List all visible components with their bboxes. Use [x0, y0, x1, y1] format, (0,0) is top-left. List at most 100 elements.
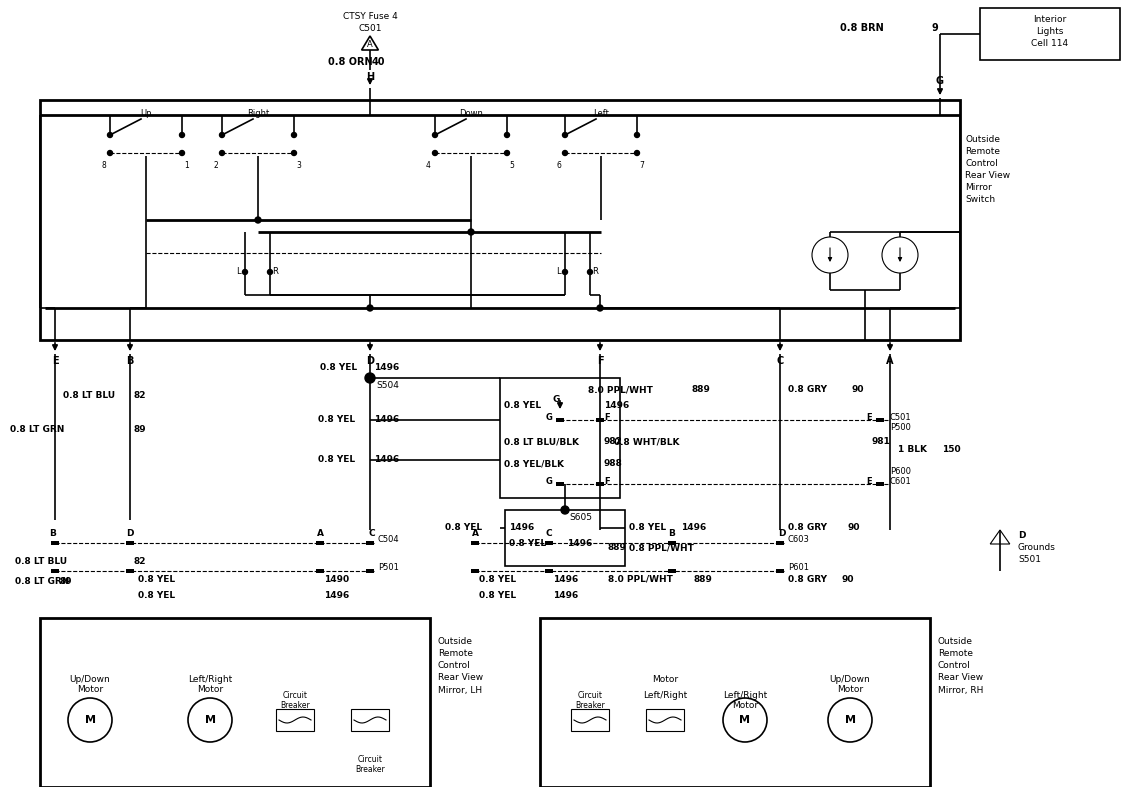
Text: 0.8 LT BLU: 0.8 LT BLU	[15, 556, 67, 566]
Text: E: E	[867, 413, 872, 423]
Circle shape	[367, 305, 373, 311]
Bar	[40, 100, 960, 340]
Text: P600: P600	[890, 467, 911, 476]
Text: 0.8 YEL: 0.8 YEL	[138, 590, 175, 600]
Text: C603: C603	[788, 534, 810, 544]
Text: Motor: Motor	[732, 700, 758, 710]
Text: P601: P601	[788, 563, 809, 571]
Text: 7: 7	[638, 161, 644, 169]
Text: M: M	[844, 715, 855, 725]
Text: Control: Control	[438, 662, 471, 671]
Text: M: M	[205, 715, 216, 725]
Bar	[40, 618, 431, 787]
Text: 8.0 PPL/WHT: 8.0 PPL/WHT	[588, 386, 653, 394]
Text: 0.8 GRY: 0.8 GRY	[788, 523, 827, 533]
Circle shape	[292, 150, 296, 156]
Text: 89: 89	[134, 426, 147, 434]
Text: G: G	[545, 478, 551, 486]
Text: C501: C501	[890, 413, 912, 423]
Text: C: C	[546, 529, 553, 538]
Text: Up/Down: Up/Down	[829, 675, 870, 685]
Bar	[668, 541, 676, 545]
Circle shape	[563, 150, 567, 156]
Text: C504: C504	[379, 534, 400, 544]
Text: 0.8 YEL: 0.8 YEL	[479, 575, 516, 583]
Bar	[876, 482, 884, 486]
Text: 0.8 YEL: 0.8 YEL	[479, 590, 516, 600]
Text: 1496: 1496	[324, 590, 349, 600]
Text: 0.8 YEL: 0.8 YEL	[508, 540, 546, 549]
Text: R: R	[272, 268, 278, 276]
Text: G: G	[936, 76, 944, 86]
Text: Cell 114: Cell 114	[1032, 39, 1069, 49]
Text: S504: S504	[376, 382, 399, 390]
Text: Circuit: Circuit	[577, 690, 602, 700]
Text: 1: 1	[184, 161, 189, 169]
Text: 90: 90	[848, 523, 861, 533]
Text: Control: Control	[965, 160, 998, 168]
Text: 0.8 LT GRN: 0.8 LT GRN	[10, 426, 64, 434]
Text: 0.8 LT BLU: 0.8 LT BLU	[63, 390, 115, 400]
Text: Up: Up	[140, 109, 151, 117]
Text: 1496: 1496	[374, 364, 399, 372]
Text: G: G	[545, 413, 551, 423]
Bar	[351, 709, 389, 731]
Text: 0.8 YEL: 0.8 YEL	[320, 364, 357, 372]
Text: 0.8 GRY: 0.8 GRY	[788, 386, 827, 394]
Text: 3: 3	[296, 161, 301, 169]
Circle shape	[597, 305, 603, 311]
Text: 0.8 WHT/BLK: 0.8 WHT/BLK	[614, 438, 679, 446]
Text: B: B	[669, 529, 676, 538]
Text: S605: S605	[570, 513, 592, 523]
Text: Left/Right: Left/Right	[723, 690, 767, 700]
Circle shape	[433, 150, 437, 156]
Text: 889: 889	[608, 544, 627, 552]
Text: D: D	[1018, 531, 1026, 541]
Bar	[540, 618, 930, 787]
Text: 0.8 GRY: 0.8 GRY	[788, 575, 827, 583]
Text: 6: 6	[556, 161, 560, 169]
Text: 0.8 LT GRN: 0.8 LT GRN	[15, 577, 69, 586]
Text: Control: Control	[938, 662, 971, 671]
Text: Left: Left	[593, 109, 609, 117]
Text: Right: Right	[246, 109, 269, 117]
Circle shape	[504, 132, 510, 138]
Text: Up/Down: Up/Down	[70, 675, 111, 685]
Text: 2: 2	[214, 161, 218, 169]
Text: Rear View: Rear View	[438, 674, 484, 682]
Text: Mirror, RH: Mirror, RH	[938, 685, 983, 694]
Bar	[366, 541, 374, 545]
Text: 1496: 1496	[681, 523, 706, 533]
Circle shape	[560, 506, 570, 514]
Circle shape	[219, 132, 225, 138]
Text: Circuit: Circuit	[357, 756, 382, 764]
Circle shape	[365, 373, 375, 383]
Circle shape	[433, 132, 437, 138]
Text: 82: 82	[134, 390, 147, 400]
Circle shape	[180, 150, 184, 156]
Bar	[545, 569, 553, 573]
Text: 889: 889	[692, 386, 711, 394]
Text: 8: 8	[102, 161, 106, 169]
Text: 0.8 YEL: 0.8 YEL	[318, 416, 355, 424]
Text: L: L	[236, 268, 241, 276]
Text: Switch: Switch	[965, 195, 996, 205]
Text: C: C	[776, 356, 783, 366]
Text: 40: 40	[372, 57, 385, 67]
Text: 0.8 PPL/WHT: 0.8 PPL/WHT	[629, 544, 694, 552]
Circle shape	[635, 150, 640, 156]
Text: Motor: Motor	[837, 685, 863, 694]
Text: C601: C601	[890, 478, 912, 486]
Text: 0.8 YEL: 0.8 YEL	[318, 456, 355, 464]
Text: Mirror, LH: Mirror, LH	[438, 685, 483, 694]
Text: A: A	[316, 529, 323, 538]
Bar	[545, 541, 553, 545]
Text: Outside: Outside	[938, 637, 973, 646]
Text: 0.8 ORN: 0.8 ORN	[328, 57, 373, 67]
Text: Motor: Motor	[77, 685, 103, 694]
Bar	[127, 569, 134, 573]
Text: Remote: Remote	[438, 649, 473, 659]
Text: Lights: Lights	[1036, 28, 1063, 36]
Text: 90: 90	[852, 386, 864, 394]
Bar	[596, 482, 605, 486]
